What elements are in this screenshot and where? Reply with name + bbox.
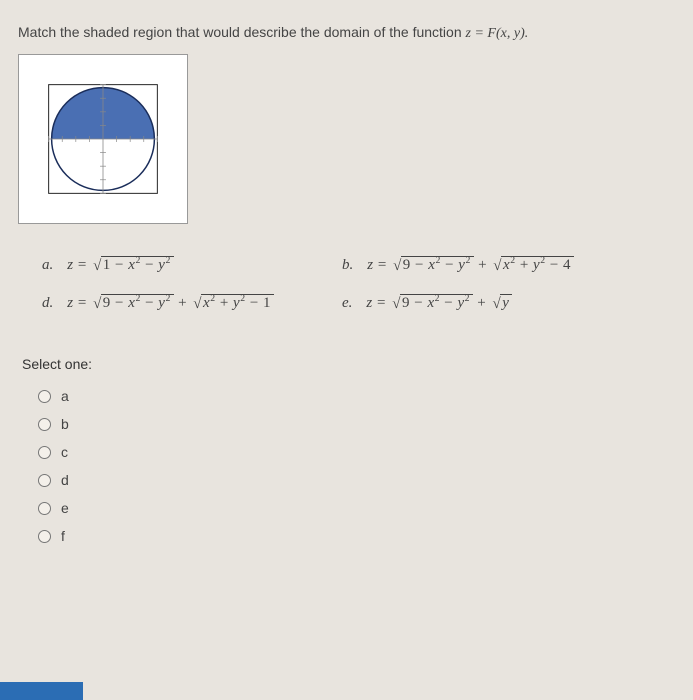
radio-label: c xyxy=(61,444,68,460)
options-grid: a. z = √1 − x2 − y2 b. z = √9 − x2 − y2 + √… xyxy=(18,246,675,322)
option-math: z = √9 − x2 − y2 + √y xyxy=(366,294,512,312)
radio-option-c[interactable]: c xyxy=(22,438,675,466)
domain-diagram xyxy=(18,54,188,224)
radio-list: abcdef xyxy=(22,382,675,550)
option-letter: b. xyxy=(342,257,353,274)
option-math: z = √9 − x2 − y2 + √x2 + y2 − 1 xyxy=(67,294,274,312)
radio-option-f[interactable]: f xyxy=(22,522,675,550)
radio-dot-icon xyxy=(38,502,51,515)
option-letter: a. xyxy=(42,257,53,274)
radio-label: a xyxy=(61,388,69,404)
radio-option-b[interactable]: b xyxy=(22,410,675,438)
option-letter: e. xyxy=(342,295,352,312)
radio-dot-icon xyxy=(38,474,51,487)
radio-dot-icon xyxy=(38,446,51,459)
option-b: b. z = √9 − x2 − y2 + √x2 + y2 − 4 xyxy=(318,246,618,284)
progress-bar xyxy=(0,682,693,700)
radio-label: e xyxy=(61,500,69,516)
select-one-label: Select one: xyxy=(22,356,675,372)
option-a: a. z = √1 − x2 − y2 xyxy=(18,246,318,284)
radio-label: f xyxy=(61,528,65,544)
option-math: z = √1 − x2 − y2 xyxy=(67,256,174,274)
radio-dot-icon xyxy=(38,418,51,431)
option-d: d. z = √9 − x2 − y2 + √x2 + y2 − 1 xyxy=(18,284,318,322)
stem-equation: z = F(x, y). xyxy=(466,26,529,41)
radio-option-d[interactable]: d xyxy=(22,466,675,494)
option-letter: d. xyxy=(42,295,53,312)
option-math: z = √9 − x2 − y2 + √x2 + y2 − 4 xyxy=(367,256,574,274)
radio-dot-icon xyxy=(38,530,51,543)
radio-dot-icon xyxy=(38,390,51,403)
radio-label: b xyxy=(61,416,69,432)
option-e: e. z = √9 − x2 − y2 + √y xyxy=(318,284,618,322)
radio-option-a[interactable]: a xyxy=(22,382,675,410)
stem-prefix: Match the shaded region that would descr… xyxy=(18,24,466,40)
radio-option-e[interactable]: e xyxy=(22,494,675,522)
radio-label: d xyxy=(61,472,69,488)
question-stem: Match the shaded region that would descr… xyxy=(18,24,675,42)
